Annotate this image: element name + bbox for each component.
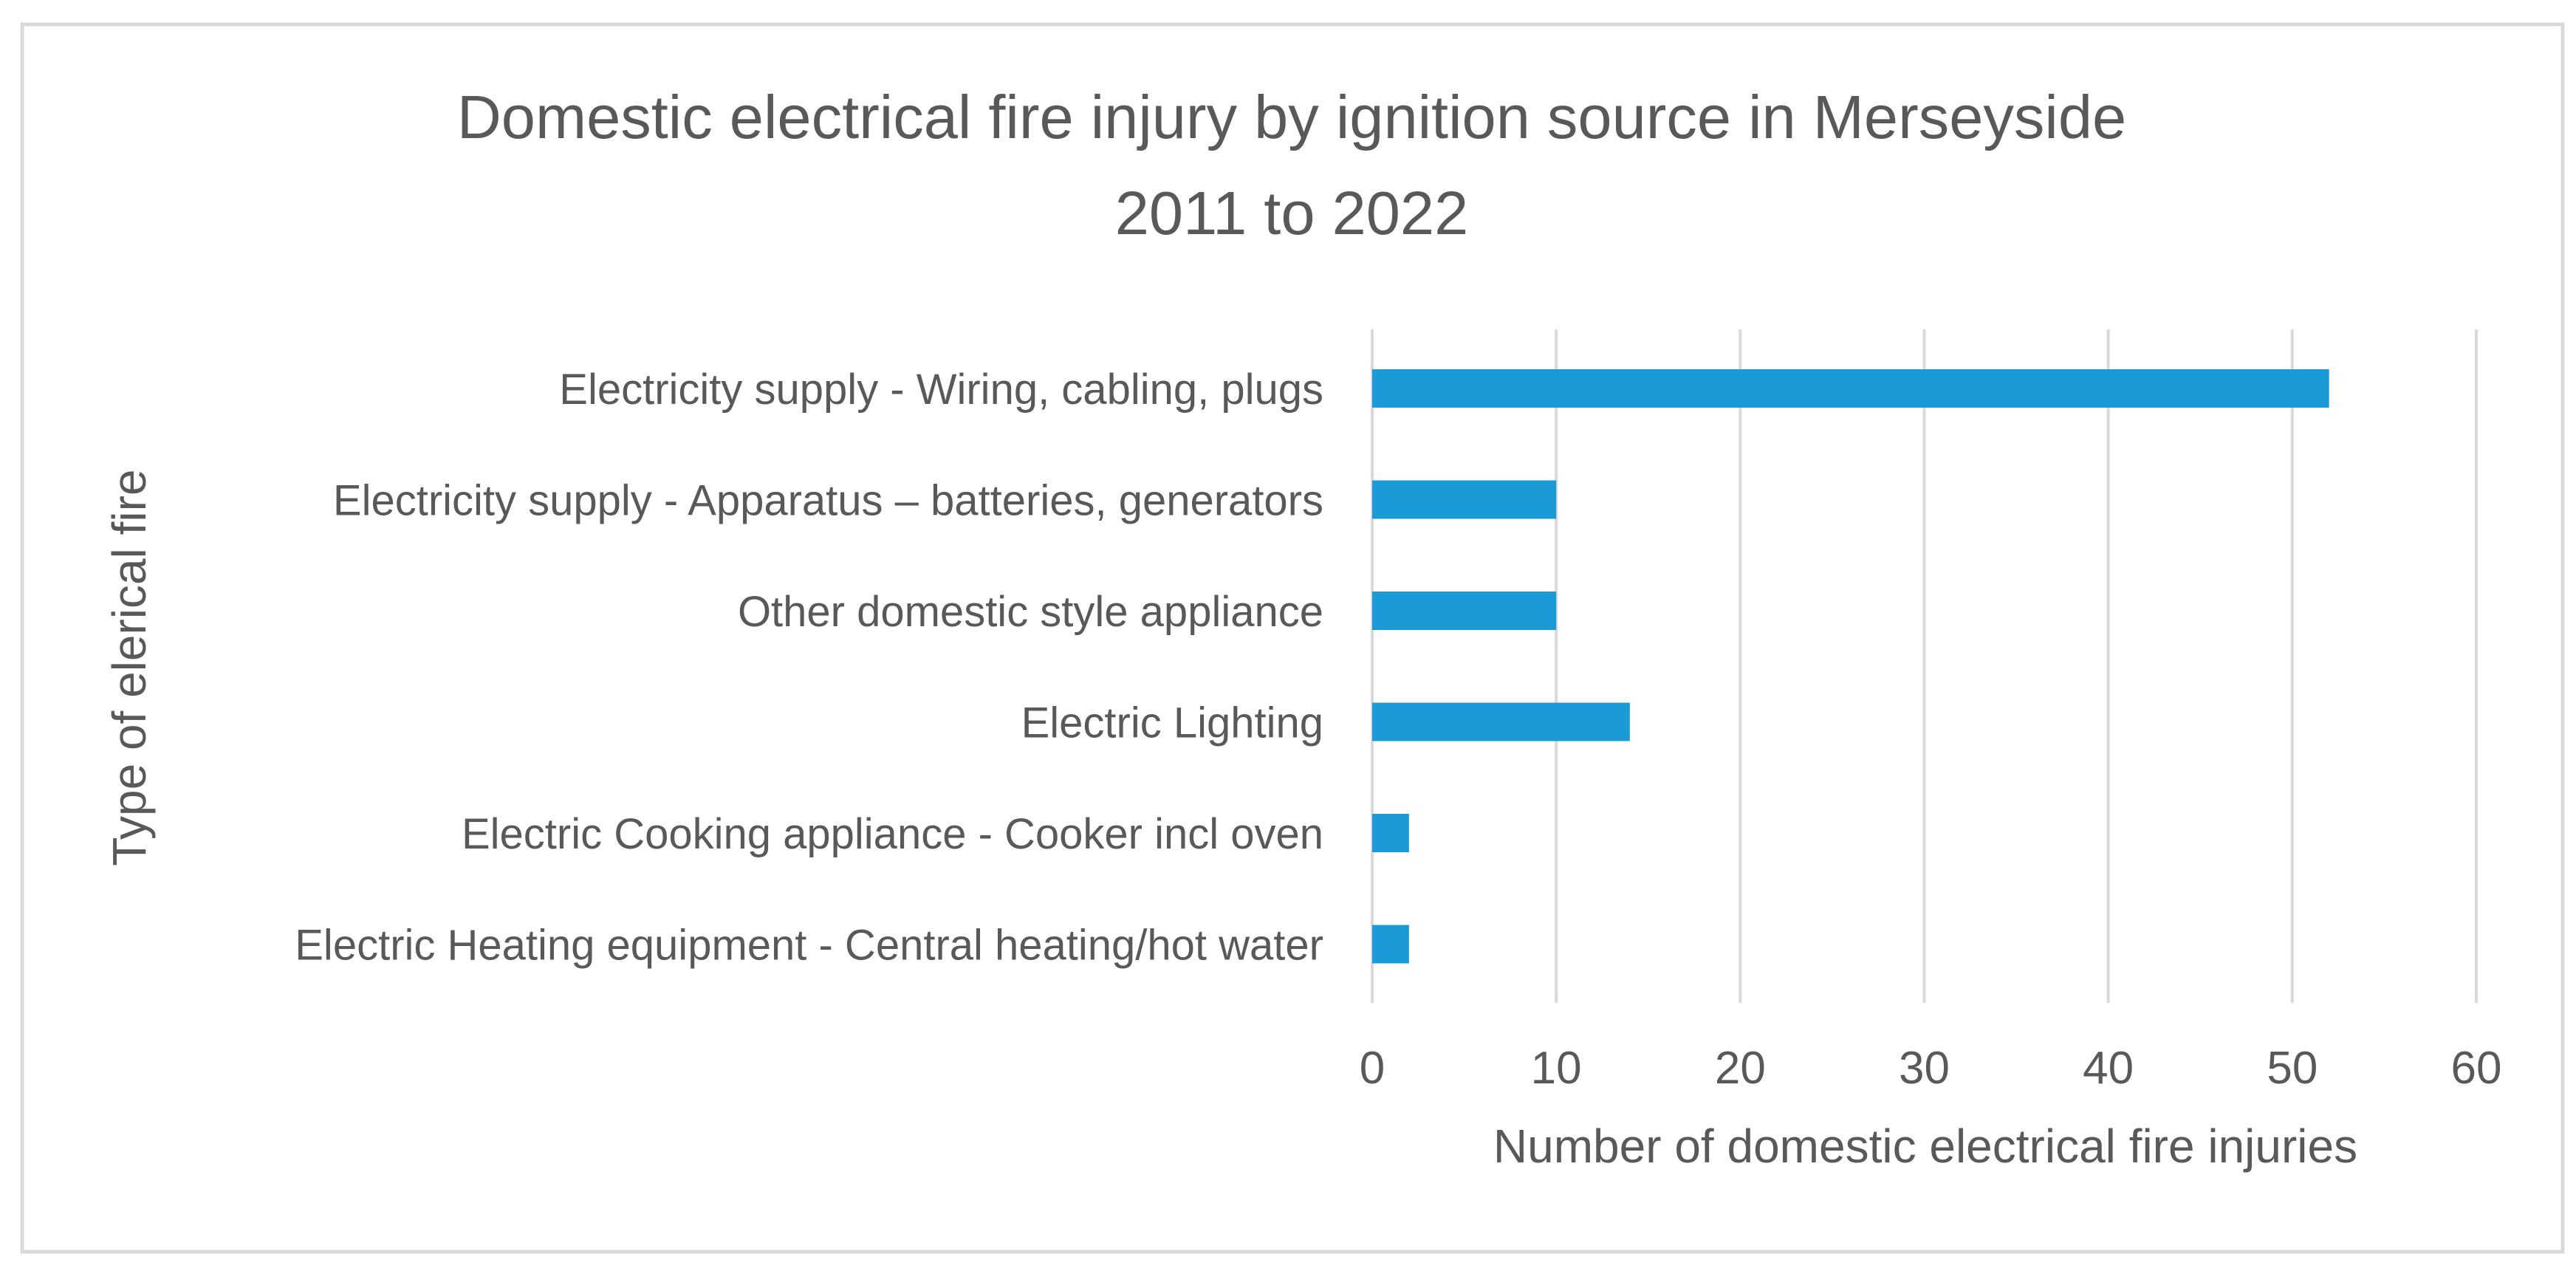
chart-title-line-1: Domestic electrical fire injury by ignit…	[457, 83, 2126, 151]
bar-0	[1372, 369, 2329, 408]
category-label-2: Other domestic style appliance	[738, 588, 1323, 636]
x-tick-label-10: 10	[1531, 1043, 1582, 1094]
x-tick-label-20: 20	[1715, 1043, 1766, 1094]
chart-title-line-2: 2011 to 2022	[1115, 179, 1468, 247]
bar-4	[1372, 814, 1409, 852]
gridlines	[1371, 329, 2478, 1003]
bars	[1372, 369, 2329, 964]
x-axis-title: Number of domestic electrical fire injur…	[1493, 1120, 2357, 1173]
x-tick-label-60: 60	[2451, 1043, 2502, 1094]
x-tick-label-40: 40	[2083, 1043, 2134, 1094]
bar-1	[1372, 480, 1557, 519]
x-tick-label-0: 0	[1360, 1043, 1385, 1094]
category-label-3: Electric Lighting	[1021, 699, 1323, 747]
bar-3	[1372, 702, 1630, 741]
bar-2	[1372, 592, 1557, 630]
category-label-5: Electric Heating equipment - Central hea…	[295, 922, 1323, 970]
bar-5	[1372, 925, 1409, 964]
x-tick-labels: 0 10 20 30 40 50 60	[1360, 1043, 2502, 1094]
category-label-1: Electricity supply - Apparatus – batteri…	[333, 477, 1323, 525]
category-labels: Electricity supply - Wiring, cabling, pl…	[295, 366, 1323, 970]
chart-border	[20, 22, 2565, 1254]
category-label-4: Electric Cooking appliance - Cooker incl…	[462, 810, 1323, 858]
x-tick-label-50: 50	[2267, 1043, 2318, 1094]
category-label-0: Electricity supply - Wiring, cabling, pl…	[559, 366, 1323, 414]
y-axis-title: Type of elerical fire	[103, 469, 156, 866]
x-tick-label-30: 30	[1899, 1043, 1950, 1094]
